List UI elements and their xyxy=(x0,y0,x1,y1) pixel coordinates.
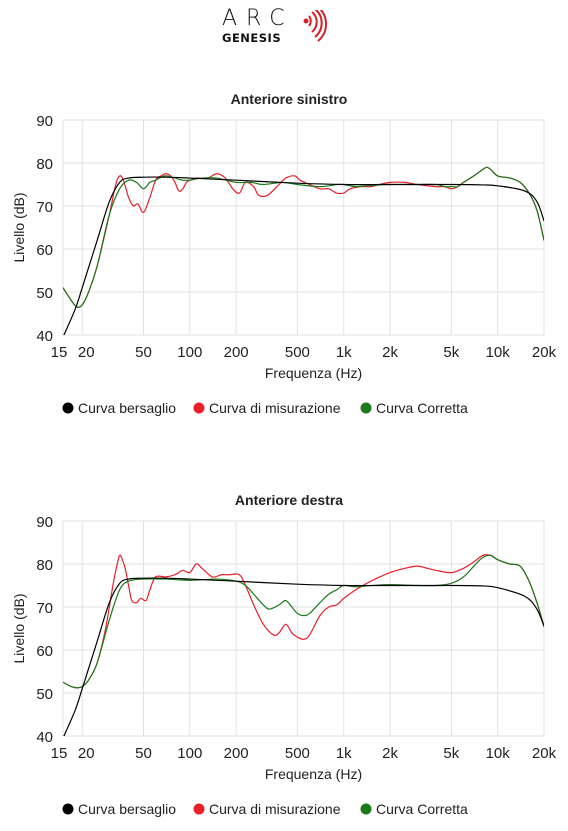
legend-marker xyxy=(360,402,372,414)
x-tick-label: 1k xyxy=(336,344,352,361)
corrected-curve-line xyxy=(63,166,544,308)
target-curve-line xyxy=(63,577,544,736)
x-tick-label: 20k xyxy=(532,344,557,361)
x-tick-label: 200 xyxy=(224,344,249,361)
y-tick-label: 50 xyxy=(36,285,53,302)
chart-title: Anteriore sinistro xyxy=(231,91,348,107)
x-tick-label: 500 xyxy=(285,344,310,361)
x-tick-label: 20 xyxy=(78,745,95,762)
x-tick-label: 100 xyxy=(177,745,202,762)
chart-front-left-svg: Anteriore sinistro 40 50 60 70 80 90 15 20 50 100 2… xyxy=(11,91,557,416)
y-tick-label: 90 xyxy=(36,514,53,531)
legend-marker xyxy=(360,803,372,815)
x-tick-label: 500 xyxy=(285,745,310,762)
legend-label: Curva bersaglio xyxy=(78,400,176,416)
chart-title: Anteriore destra xyxy=(235,492,343,508)
measured-curve-line xyxy=(63,166,544,308)
legend-marker xyxy=(193,402,205,414)
x-tick-label: 20 xyxy=(78,344,95,361)
x-tick-label: 10k xyxy=(486,745,511,762)
chart-front-right: Anteriore destra 40 50 60 70 80 90 15 20 50 100 200… xyxy=(0,481,568,817)
legend-marker xyxy=(62,803,74,815)
x-tick-label: 20k xyxy=(532,745,557,762)
x-tick-label: 50 xyxy=(135,745,152,762)
legend-label: Curva di misurazione xyxy=(209,400,341,416)
y-tick-label: 50 xyxy=(36,686,53,703)
x-tick-label: 200 xyxy=(224,745,249,762)
x-tick-label: 100 xyxy=(177,344,202,361)
y-tick-label: 40 xyxy=(36,328,53,345)
legend-label: Curva Corretta xyxy=(376,400,468,416)
legend-marker xyxy=(62,402,74,414)
measured-curve-line xyxy=(63,554,544,689)
chart-front-right-svg: Anteriore destra 40 50 60 70 80 90 15 20 50 100 200… xyxy=(11,492,557,817)
legend-label: Curva bersaglio xyxy=(78,801,176,817)
logo-subtitle: GENESIS xyxy=(222,31,282,45)
y-tick-label: 90 xyxy=(36,113,53,130)
y-axis-label: Livello (dB) xyxy=(11,593,27,663)
legend-measured[interactable]: Curva di misurazione xyxy=(193,801,341,817)
x-tick-label: 50 xyxy=(135,344,152,361)
x-axis-label: Frequenza (Hz) xyxy=(265,766,362,782)
y-tick-label: 70 xyxy=(36,600,53,617)
y-tick-label: 60 xyxy=(36,242,53,259)
y-tick-label: 70 xyxy=(36,199,53,216)
x-tick-label: 1k xyxy=(336,745,352,762)
y-tick-label: 40 xyxy=(36,729,53,746)
logo-wordmark: ARC xyxy=(222,6,294,31)
chart-front-left: Anteriore sinistro 40 50 60 70 80 90 15 20 50 100 2… xyxy=(0,80,568,416)
legend-label: Curva Corretta xyxy=(376,801,468,817)
y-axis-label: Livello (dB) xyxy=(11,192,27,262)
legend-corrected[interactable]: Curva Corretta xyxy=(360,400,469,416)
x-tick-label: 15 xyxy=(51,344,68,361)
y-tick-label: 60 xyxy=(36,643,53,660)
brand-logo: ARC GENESIS xyxy=(0,0,568,60)
target-curve-line xyxy=(63,176,544,335)
x-tick-label: 10k xyxy=(486,344,511,361)
legend-target[interactable]: Curva bersaglio xyxy=(62,801,177,817)
sound-waves-icon xyxy=(303,10,328,42)
x-tick-label: 2k xyxy=(382,745,398,762)
legend-target[interactable]: Curva bersaglio xyxy=(62,400,177,416)
y-tick-label: 80 xyxy=(36,156,53,173)
legend-corrected[interactable]: Curva Corretta xyxy=(360,801,469,817)
x-tick-label: 15 xyxy=(51,745,68,762)
x-tick-label: 2k xyxy=(382,344,398,361)
x-tick-label: 5k xyxy=(443,344,459,361)
legend-marker xyxy=(193,803,205,815)
x-tick-label: 5k xyxy=(443,745,459,762)
legend-measured[interactable]: Curva di misurazione xyxy=(193,400,341,416)
legend-label: Curva di misurazione xyxy=(209,801,341,817)
x-axis-label: Frequenza (Hz) xyxy=(265,365,362,381)
corrected-curve-line xyxy=(63,554,544,689)
y-tick-label: 80 xyxy=(36,557,53,574)
